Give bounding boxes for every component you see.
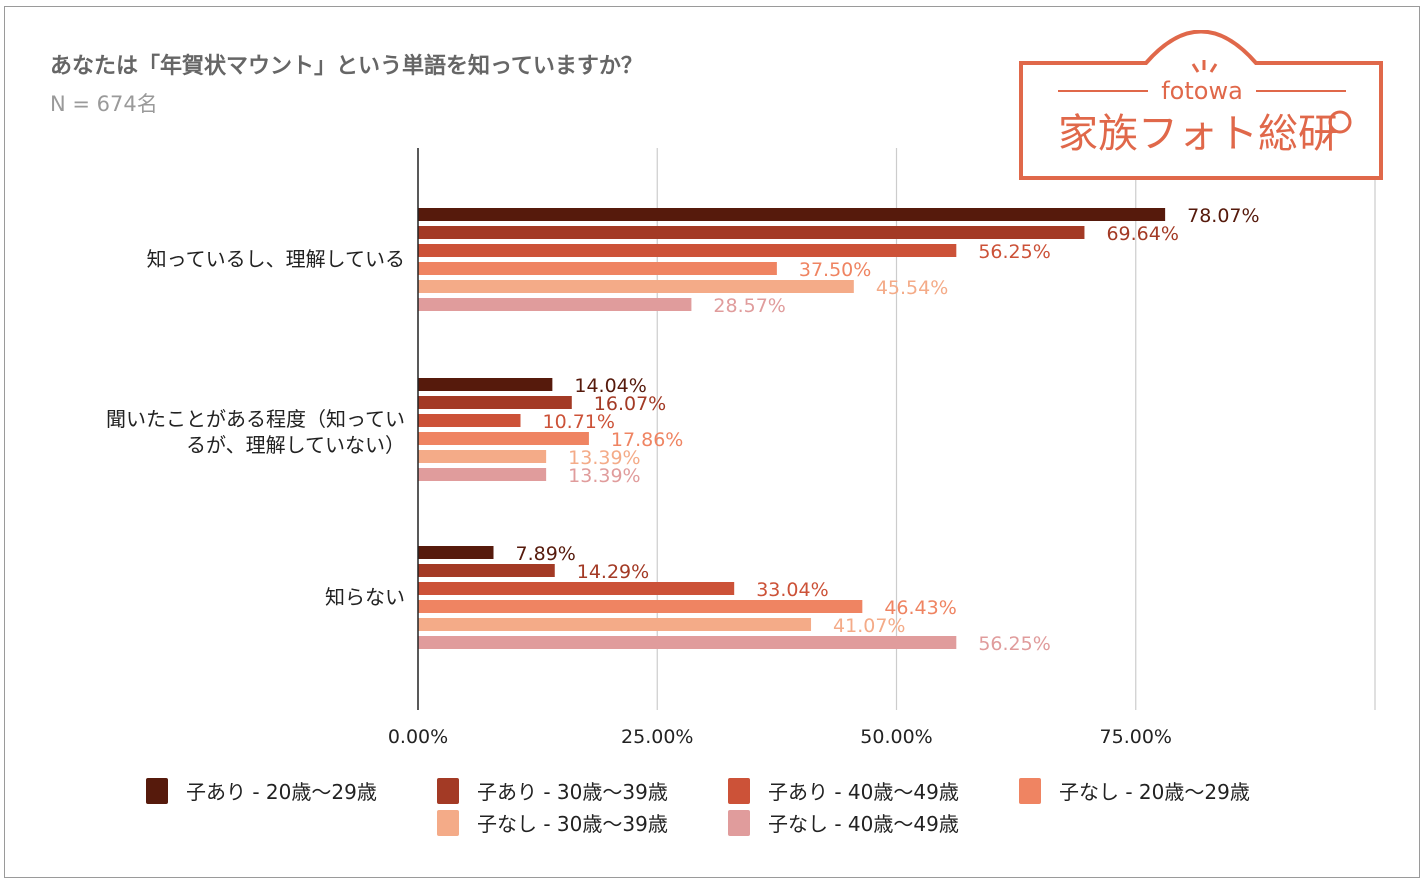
chart-subtitle: N = 674名 (50, 92, 158, 116)
legend-item: 子あり - 40歳〜49歳 (728, 776, 959, 805)
legend-item: 子なし - 30歳〜39歳 (437, 808, 668, 837)
logo-brand: fotowa (1161, 77, 1243, 105)
legend-item: 子あり - 30歳〜39歳 (437, 776, 668, 805)
legend-swatch (728, 809, 750, 836)
legend-swatch (728, 777, 750, 804)
legend-item: 子なし - 40歳〜49歳 (728, 808, 959, 837)
legend-swatch (437, 809, 459, 836)
legend-label: 子なし - 20歳〜29歳 (1059, 780, 1250, 804)
legend-item: 子なし - 20歳〜29歳 (1019, 776, 1250, 805)
legend-label: 子なし - 30歳〜39歳 (477, 812, 668, 836)
legend-label: 子あり - 40歳〜49歳 (768, 780, 959, 804)
fotowa-logo: fotowa 家族フォト総研 (1019, 30, 1383, 180)
legend-label: 子あり - 30歳〜39歳 (477, 780, 668, 804)
chart-title: あなたは「年賀状マウント」という単語を知っていますか？ (50, 54, 643, 79)
logo-name: 家族フォト総研 (1058, 111, 1338, 157)
magnifier-icon (1328, 110, 1352, 134)
legend-label: 子あり - 20歳〜29歳 (186, 780, 377, 804)
legend-swatch (1019, 777, 1041, 804)
legend-swatch (437, 777, 459, 804)
legend-item: 子あり - 20歳〜29歳 (146, 776, 377, 805)
legend-swatch (146, 777, 168, 804)
legend-label: 子なし - 40歳〜49歳 (768, 812, 959, 836)
